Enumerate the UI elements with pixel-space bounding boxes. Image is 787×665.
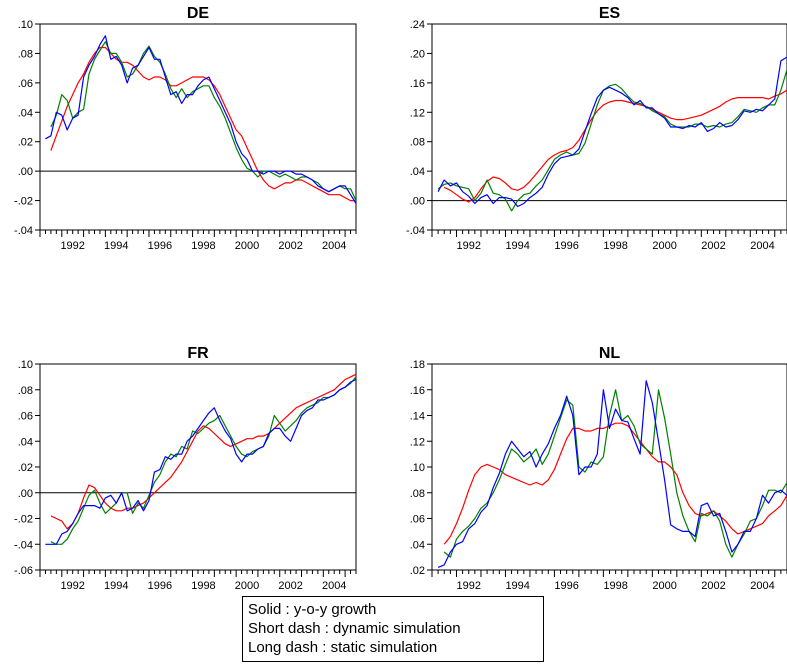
series-line-2 <box>443 89 787 203</box>
y-tick-label: .10 <box>410 462 425 474</box>
series-line-2 <box>443 422 787 545</box>
legend-line-solid: Solid : y-o-y growth <box>248 601 377 618</box>
y-tick-label: .02 <box>18 137 33 149</box>
plot-frame <box>39 23 357 231</box>
y-tick-label: .12 <box>410 107 425 119</box>
x-tick-label: 1996 <box>148 240 172 252</box>
chart-de: DE .10 .08 .06 .04 .02 .00 -.02 -.04 1992 1994 1996… <box>14 5 357 252</box>
x-tick-label: 2004 <box>750 240 774 252</box>
y-tick-label: .02 <box>410 565 425 577</box>
y-tick-label: .04 <box>18 436 33 448</box>
legend-line-long-dash: Long dash : static simulation <box>248 639 438 656</box>
y-tick-label: .20 <box>410 48 425 60</box>
y-tick-label: .14 <box>410 411 425 423</box>
x-tick-label: 1992 <box>456 240 480 252</box>
x-tick-label: 1998 <box>603 240 627 252</box>
y-tick-label: .24 <box>410 19 425 31</box>
y-tick-label: .08 <box>410 488 425 500</box>
series-line-1 <box>443 389 787 558</box>
chart-fr: FR .10 .08 .06 .04 .02 .00 -.02 -.04 -.06 1992 1994… <box>14 345 357 590</box>
x-tick-label: 2002 <box>278 580 302 590</box>
y-tick-label: .16 <box>410 78 425 90</box>
x-tick-label: 2000 <box>652 240 676 252</box>
x-tick-label: 2000 <box>235 580 259 590</box>
y-tick-label: -.06 <box>14 565 33 577</box>
series-line-1 <box>50 376 357 545</box>
x-tick-label: 1992 <box>60 240 84 252</box>
plot-frame <box>431 23 787 231</box>
chart-title: FR <box>187 345 209 362</box>
x-tick-label: 2000 <box>652 580 676 590</box>
x-tick-label: 1992 <box>60 580 84 590</box>
series-line-2 <box>50 373 357 530</box>
y-tick-label: .06 <box>410 514 425 526</box>
chart-es: ES .24 .20 .16 .12 .08 .04 .00 -.04 1992 1994 1996 1… <box>406 5 787 252</box>
x-tick-label: 1996 <box>554 580 578 590</box>
x-tick-label: 2004 <box>322 580 346 590</box>
x-tick-label: 1994 <box>104 240 128 252</box>
x-tick-label: 1994 <box>505 580 529 590</box>
plot-frame <box>39 363 357 571</box>
y-tick-label: .08 <box>18 385 33 397</box>
y-tick-label: .06 <box>18 411 33 423</box>
series-line-1 <box>437 69 787 212</box>
x-tick-label: 1998 <box>603 580 627 590</box>
plot-frame <box>431 363 787 571</box>
x-tick-label: 1998 <box>191 240 215 252</box>
x-tick-label: 1998 <box>191 580 215 590</box>
x-tick-label: 1992 <box>456 580 480 590</box>
legend-line-short-dash: Short dash : dynamic simulation <box>248 620 461 637</box>
series-line-0 <box>45 378 357 545</box>
y-tick-label: .16 <box>410 385 425 397</box>
chart-grid: DE .10 .08 .06 .04 .02 .00 -.02 -.04 1992 1994 1996… <box>14 5 787 590</box>
x-tick-label: 2002 <box>701 240 725 252</box>
series-line-2 <box>50 46 356 202</box>
series-line-0 <box>437 380 787 568</box>
y-tick-label: .08 <box>18 48 33 60</box>
y-tick-label: .02 <box>18 462 33 474</box>
chart-nl: NL .18 .16 .14 .12 .10 .08 .06 .04 .02 1992 1994 199… <box>410 345 787 590</box>
chart-title: DE <box>187 5 210 22</box>
x-tick-label: 2002 <box>278 240 302 252</box>
y-tick-label: -.02 <box>14 514 33 526</box>
x-tick-label: 2004 <box>750 580 774 590</box>
y-tick-label: .10 <box>18 359 33 371</box>
y-tick-label: .00 <box>18 488 33 500</box>
series-line-0 <box>437 56 787 208</box>
x-tick-label: 2000 <box>235 240 259 252</box>
y-tick-label: .04 <box>18 107 33 119</box>
x-tick-label: 1994 <box>505 240 529 252</box>
y-tick-label: .00 <box>410 196 425 208</box>
x-tick-label: 1994 <box>104 580 128 590</box>
y-tick-label: -.04 <box>14 539 33 551</box>
chart-title: NL <box>599 345 621 362</box>
x-tick-label: 1996 <box>148 580 172 590</box>
x-tick-label: 2002 <box>701 580 725 590</box>
y-tick-label: .08 <box>410 137 425 149</box>
x-tick-label: 1996 <box>554 240 578 252</box>
y-tick-label: .06 <box>18 78 33 90</box>
y-tick-label: .12 <box>410 436 425 448</box>
y-tick-label: -.02 <box>14 196 33 208</box>
series-line-1 <box>50 41 357 201</box>
y-tick-label: -.04 <box>14 225 33 237</box>
series-line-0 <box>45 35 357 204</box>
y-tick-label: .04 <box>410 166 425 178</box>
y-tick-label: .18 <box>410 359 425 371</box>
y-tick-label: .04 <box>410 539 425 551</box>
y-tick-label: -.04 <box>406 225 425 237</box>
y-tick-label: .10 <box>18 19 33 31</box>
y-tick-label: .00 <box>18 166 33 178</box>
chart-title: ES <box>599 5 621 22</box>
x-tick-label: 2004 <box>322 240 346 252</box>
legend-box: Solid : y-o-y growth Short dash : dynami… <box>242 596 544 662</box>
